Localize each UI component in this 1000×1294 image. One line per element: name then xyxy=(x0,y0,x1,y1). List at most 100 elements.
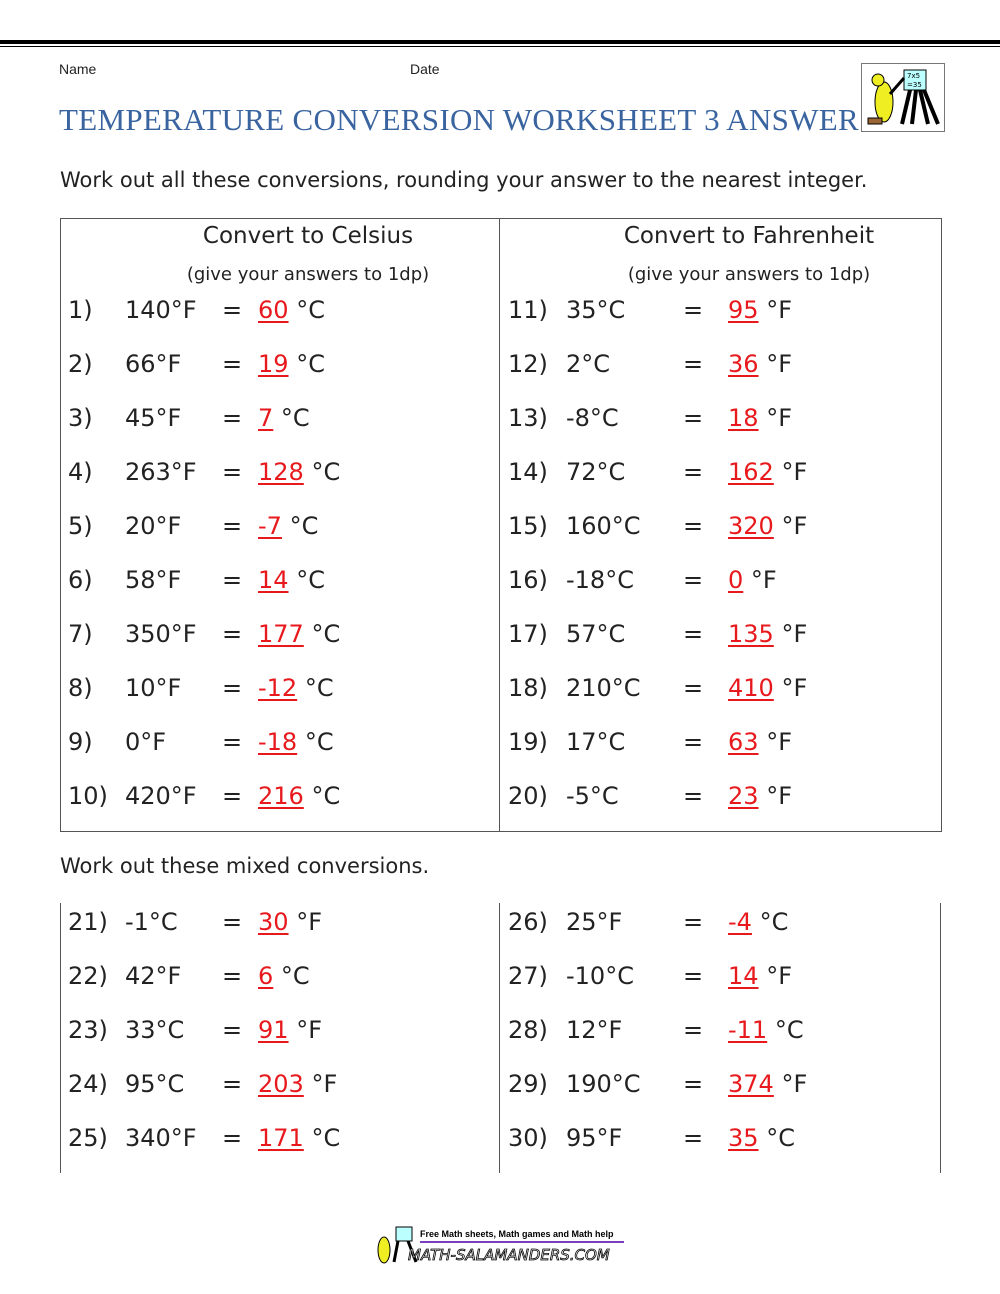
equals-sign: = xyxy=(222,620,243,648)
equals-cell: = xyxy=(222,620,242,648)
equals-sign: = xyxy=(222,908,243,936)
equals-cell: = xyxy=(222,782,242,810)
answer-unit: °F xyxy=(781,674,808,702)
answer: -4 xyxy=(728,908,752,936)
mixed-right-border xyxy=(940,903,941,1173)
answer: 14 xyxy=(728,962,759,990)
equals-sign: = xyxy=(683,782,704,810)
question-value: 72°C xyxy=(566,458,626,486)
question-number-cell: 23) xyxy=(68,1016,108,1044)
question-number: 2) xyxy=(68,350,93,378)
question-value-cell: -10°C xyxy=(566,962,634,990)
question-value: 263°F xyxy=(125,458,197,486)
question-value: 57°C xyxy=(566,620,626,648)
answer: 18 xyxy=(728,404,759,432)
answer-cell: 6 °C xyxy=(258,962,310,990)
question-value: 35°C xyxy=(566,296,626,324)
question-value-cell: 12°F xyxy=(566,1016,622,1044)
answer-cell: 0 °F xyxy=(728,566,777,594)
question-value-cell: -5°C xyxy=(566,782,619,810)
answer-unit: °F xyxy=(781,1070,808,1098)
question-value-cell: 95°C xyxy=(125,1070,184,1098)
equals-cell: = xyxy=(683,296,703,324)
svg-text:=35: =35 xyxy=(907,81,922,89)
question-value-cell: -1°C xyxy=(125,908,178,936)
question-number-cell: 4) xyxy=(68,458,93,486)
salamander-logo: 7x5 =35 xyxy=(861,63,945,132)
question-number-cell: 9) xyxy=(68,728,93,756)
equals-cell: = xyxy=(683,1016,703,1044)
answer: 30 xyxy=(258,908,289,936)
question-number-cell: 1) xyxy=(68,296,93,324)
question-number: 24) xyxy=(68,1070,108,1098)
answer-cell: 14 °C xyxy=(258,566,325,594)
footer-logo: Free Math sheets, Math games and Math he… xyxy=(372,1224,628,1266)
answer-unit: °F xyxy=(766,404,792,432)
equals-cell: = xyxy=(683,404,703,432)
question-number-cell: 27) xyxy=(508,962,548,990)
question-number-cell: 21) xyxy=(68,908,108,936)
question-value-cell: 17°C xyxy=(566,728,625,756)
answer: 14 xyxy=(258,566,289,594)
footer-site: MATH-SALAMANDERS.COM xyxy=(408,1246,610,1264)
equals-sign: = xyxy=(683,728,704,756)
question-value-cell: 140°F xyxy=(125,296,197,324)
question-number-cell: 25) xyxy=(68,1124,108,1152)
question-number: 15) xyxy=(508,512,548,540)
question-number: 19) xyxy=(508,728,548,756)
question-value-cell: 350°F xyxy=(125,620,197,648)
answer-cell: 30 °F xyxy=(258,908,322,936)
question-value-cell: 66°F xyxy=(125,350,181,378)
question-value: -10°C xyxy=(566,962,634,990)
equals-cell: = xyxy=(222,1124,242,1152)
equals-cell: = xyxy=(683,620,703,648)
question-value: 17°C xyxy=(566,728,626,756)
question-number-cell: 10) xyxy=(68,782,108,810)
question-number: 23) xyxy=(68,1016,108,1044)
equals-sign: = xyxy=(222,458,243,486)
question-number-cell: 22) xyxy=(68,962,108,990)
answer-unit: °C xyxy=(280,962,310,990)
answer: -12 xyxy=(258,674,298,702)
equals-sign: = xyxy=(222,404,243,432)
instructions: Work out all these conversions, rounding… xyxy=(60,168,868,192)
answer-unit: °F xyxy=(311,1070,338,1098)
equals-cell: = xyxy=(222,512,242,540)
equals-sign: = xyxy=(683,674,704,702)
equals-cell: = xyxy=(683,350,703,378)
answer-cell: 35 °C xyxy=(728,1124,795,1152)
question-number: 1) xyxy=(68,296,93,324)
answer-cell: 171 °C xyxy=(258,1124,340,1152)
question-number-cell: 14) xyxy=(508,458,548,486)
answer-cell: 63 °F xyxy=(728,728,792,756)
question-number: 13) xyxy=(508,404,548,432)
question-value-cell: 35°C xyxy=(566,296,625,324)
answer-cell: 320 °F xyxy=(728,512,807,540)
question-number-cell: 20) xyxy=(508,782,548,810)
equals-cell: = xyxy=(222,296,242,324)
equals-cell: = xyxy=(222,566,242,594)
answer-unit: °C xyxy=(311,458,341,486)
question-value: 340°F xyxy=(125,1124,197,1152)
equals-sign: = xyxy=(222,350,243,378)
equals-cell: = xyxy=(222,1070,242,1098)
equals-sign: = xyxy=(222,674,243,702)
question-value-cell: 20°F xyxy=(125,512,181,540)
fahrenheit-subheading: (give your answers to 1dp) xyxy=(627,264,871,285)
answer: 410 xyxy=(728,674,774,702)
answer-unit: °F xyxy=(766,350,792,378)
answer: 216 xyxy=(258,782,304,810)
question-number-cell: 2) xyxy=(68,350,93,378)
question-value: 66°F xyxy=(125,350,182,378)
mixed-divider xyxy=(499,903,500,1173)
answer-cell: 60 °C xyxy=(258,296,325,324)
question-value-cell: 263°F xyxy=(125,458,197,486)
answer: 6 xyxy=(258,962,274,990)
question-value-cell: -8°C xyxy=(566,404,619,432)
answer: 135 xyxy=(728,620,774,648)
question-number-cell: 13) xyxy=(508,404,548,432)
answer: 320 xyxy=(728,512,774,540)
question-value: 25°F xyxy=(566,908,623,936)
question-value: 95°C xyxy=(125,1070,185,1098)
equals-cell: = xyxy=(683,512,703,540)
